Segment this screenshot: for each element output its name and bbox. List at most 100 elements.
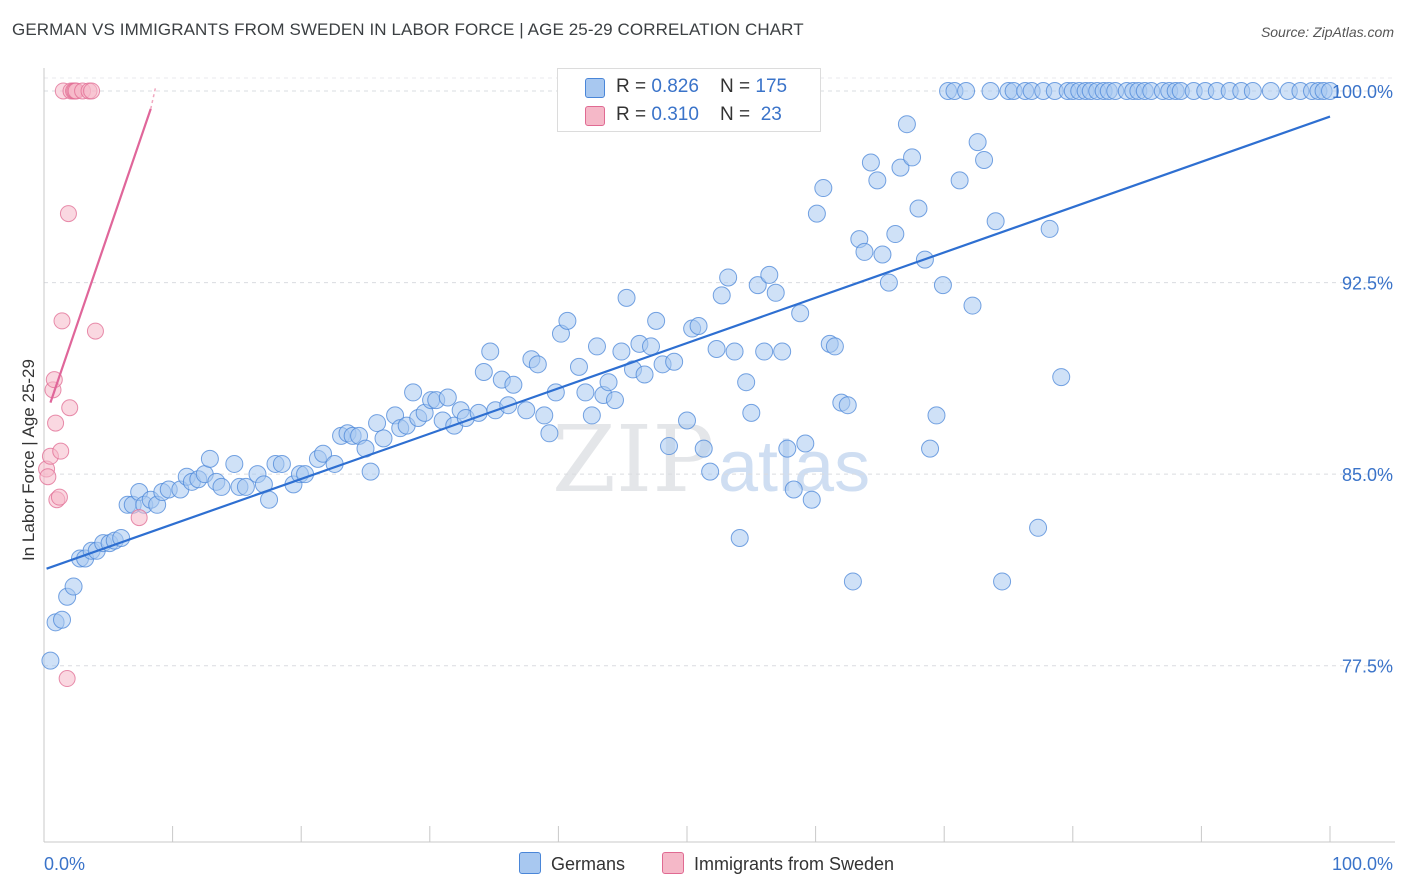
bottom-legend-sweden: Immigrants from Sweden [662,852,894,875]
sweden-point [52,442,70,460]
germans-point [986,212,1005,231]
legend-r-value-germans: 0.826 [651,76,699,97]
germans-point [791,304,810,323]
germans-point [712,286,731,305]
axis-labels: 77.5% 85.0% 92.5% 100.0% 0.0% 100.0% In Labor … [19,82,1393,874]
germans-point [886,225,905,244]
germans-point [802,490,821,509]
germans-point [814,179,833,198]
trend-lines [46,85,1331,570]
legend-n-label: N = [720,76,756,97]
germans-point [719,268,738,287]
germans-point [1052,368,1071,387]
sweden-point [130,509,148,527]
germans-point [909,199,928,218]
legend-swatch-sweden [585,106,605,126]
germans-point [272,454,291,473]
germans-point [474,362,493,381]
germans-point [778,439,797,458]
sweden-point [86,322,104,340]
bottom-legend-swatch-sweden [662,852,684,874]
chart-title: GERMAN VS IMMIGRANTS FROM SWEDEN IN LABO… [12,20,804,39]
data-points [38,81,1339,688]
germans-point [689,317,708,335]
legend-row-sweden: R = 0.310 N = 23 [558,100,820,130]
germans-point [855,242,874,261]
germans-point [587,337,606,356]
germans-point [879,273,898,292]
germans-point [41,651,60,670]
germans-point [701,462,720,481]
legend-row-germans: R = 0.826 N = 175 [558,72,820,102]
germans-point [838,396,857,415]
sweden-trend-line [49,108,152,403]
germans-point [921,439,940,458]
sweden-point [50,488,68,506]
germans-point [576,383,595,402]
germans-point [707,339,726,358]
germans-point [868,171,887,190]
germans-point [635,365,654,384]
germans-point [659,437,678,456]
germans-point [957,81,976,100]
germans-point [891,158,910,177]
germans-point [742,403,761,422]
legend-n-label: N = [720,104,756,125]
germans-point [517,401,536,420]
sweden-trend-extension [150,85,157,110]
germans-point [236,477,255,496]
bottom-legend-swatch-germans [519,852,541,874]
sweden-point [39,468,57,486]
germans-point [1321,81,1339,100]
germans-point [796,434,815,453]
germans-point [678,411,696,430]
germans-point [861,153,880,172]
germans-point [225,454,244,473]
germans-point [737,373,756,392]
germans-point [540,424,559,443]
germans-point [981,81,1000,100]
y-tick-label: 100.0% [1332,82,1393,102]
germans-point [374,429,393,448]
germans-point [605,391,624,410]
germans-point [528,355,547,374]
y-axis-title: In Labor Force | Age 25-29 [19,359,38,561]
germans-point [766,283,785,302]
germans-trend-line [46,115,1331,570]
sweden-point [83,82,101,100]
x-tick-label: 100.0% [1332,854,1393,874]
germans-point [535,406,554,425]
sweden-point [45,371,63,389]
germans-point [617,288,636,307]
germans-point [903,148,922,167]
germans-point [558,311,577,330]
germans-point [1029,518,1048,537]
y-tick-label: 77.5% [1342,657,1393,677]
germans-point [933,276,952,295]
germans-point [361,462,380,481]
germans-point [950,171,969,190]
germans-point [212,477,231,496]
germans-point [504,375,523,394]
stats-legend: R = 0.826 N = 175 R = 0.310 N = 23 [557,68,821,132]
germans-point [694,439,713,458]
germans-point [481,342,500,361]
germans-point [784,480,803,499]
germans-point [927,406,946,425]
germans-point [773,342,792,361]
legend-n-value-sweden: 23 [755,104,782,125]
germans-point [755,342,774,361]
germans-point [760,265,779,284]
legend-swatch-germans [585,78,605,98]
bottom-legend-label-germans: Germans [551,854,626,874]
legend-r-label: R = [616,104,652,125]
sweden-point [58,670,76,688]
sweden-point [47,414,65,432]
germans-point [968,133,987,152]
germans-point [873,245,892,264]
germans-point [963,296,982,315]
germans-point [368,414,387,433]
sweden-point [61,399,79,417]
x-tick-label: 0.0% [44,854,85,874]
germans-point [897,115,916,134]
